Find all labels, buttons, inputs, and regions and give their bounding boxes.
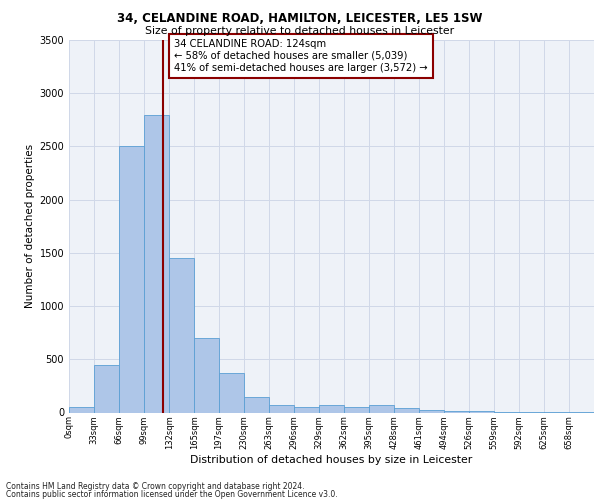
Bar <box>319 404 344 412</box>
Bar <box>369 404 394 412</box>
Bar <box>445 411 469 412</box>
Bar <box>269 404 294 412</box>
Bar <box>169 258 194 412</box>
Bar <box>194 338 220 412</box>
Text: Contains public sector information licensed under the Open Government Licence v3: Contains public sector information licen… <box>6 490 338 499</box>
Bar <box>394 408 419 412</box>
Bar <box>94 364 119 412</box>
Text: Contains HM Land Registry data © Crown copyright and database right 2024.: Contains HM Land Registry data © Crown c… <box>6 482 305 491</box>
Text: 34, CELANDINE ROAD, HAMILTON, LEICESTER, LE5 1SW: 34, CELANDINE ROAD, HAMILTON, LEICESTER,… <box>117 12 483 26</box>
Text: Size of property relative to detached houses in Leicester: Size of property relative to detached ho… <box>145 26 455 36</box>
Bar <box>419 410 445 412</box>
Bar <box>119 146 144 412</box>
Text: 34 CELANDINE ROAD: 124sqm
← 58% of detached houses are smaller (5,039)
41% of se: 34 CELANDINE ROAD: 124sqm ← 58% of detac… <box>175 40 428 72</box>
Bar <box>144 114 169 412</box>
Bar <box>69 407 94 412</box>
Bar <box>294 407 319 412</box>
Bar <box>244 396 269 412</box>
X-axis label: Distribution of detached houses by size in Leicester: Distribution of detached houses by size … <box>190 454 473 464</box>
Bar <box>218 372 244 412</box>
Y-axis label: Number of detached properties: Number of detached properties <box>25 144 35 308</box>
Bar <box>344 407 369 412</box>
